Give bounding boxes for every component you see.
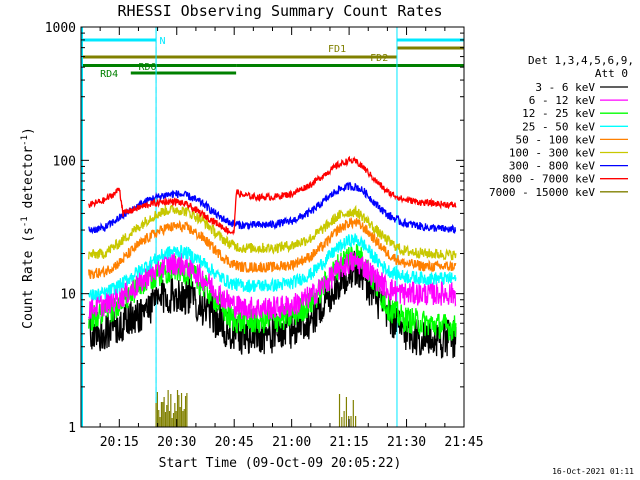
legend-header-line: Det 1,3,4,5,6,9,: [528, 54, 634, 67]
y-tick-label: 10: [60, 288, 76, 303]
legend-label: 50 - 100 keV: [516, 133, 596, 146]
y-tick-label: 1: [68, 421, 76, 436]
y-axis-label-sup: -1: [20, 216, 30, 227]
legend-label: 25 - 50 keV: [522, 120, 595, 133]
status-label: RD4: [100, 69, 118, 80]
series-line: [88, 155, 457, 236]
series-line: [88, 252, 457, 321]
y-tick-label: 100: [53, 154, 76, 169]
series-lines: [88, 155, 457, 427]
x-tick-label: 21:30: [387, 435, 426, 450]
x-tick-label: 21:15: [330, 435, 369, 450]
status-label: FD2: [370, 53, 388, 64]
y-tick-label: 1000: [45, 21, 76, 36]
x-axis-ticks: 20:15 20:30 20:45 21:00 21:15 21:30 21:45: [80, 27, 484, 450]
y-axis-label-part: Count Rate (s: [21, 227, 36, 329]
x-tick-label: 21:45: [444, 435, 483, 450]
legend-label: 300 - 800 keV: [509, 160, 595, 173]
legend-label: 800 - 7000 keV: [502, 173, 595, 186]
series-line: [88, 233, 457, 301]
legend-label: 6 - 12 keV: [529, 94, 596, 107]
y-axis-ticks: 1 10 100 1000: [45, 21, 464, 436]
status-label: FD1: [328, 44, 346, 55]
series-line: [88, 204, 457, 261]
x-tick-label: 20:30: [157, 435, 196, 450]
legend-header-line: Att 0: [595, 67, 628, 80]
legend-label: 7000 - 15000 keV: [489, 186, 595, 199]
y-axis-label-part: ): [21, 127, 36, 135]
status-label: N: [160, 36, 166, 47]
footer-timestamp: 16-Oct-2021 01:11: [552, 467, 634, 476]
series-line: [88, 181, 457, 235]
y-axis-label-sup: -1: [20, 135, 30, 146]
x-axis-label: Start Time (09-Oct-09 20:05:22): [159, 456, 402, 471]
y-axis-label-part: detector: [21, 146, 36, 217]
x-tick-label: 20:15: [100, 435, 139, 450]
y-axis-label: Count Rate (s-1 detector-1): [20, 127, 36, 329]
legend-label: 100 - 300 keV: [509, 147, 595, 160]
chart-title: RHESSI Observing Summary Count Rates: [117, 2, 442, 20]
status-label: RD0: [138, 62, 156, 73]
series-line: [88, 250, 457, 359]
legend-label: 3 - 6 keV: [535, 81, 595, 94]
series-line: [88, 217, 457, 279]
legend-label: 12 - 25 keV: [522, 107, 595, 120]
x-tick-label: 21:00: [272, 435, 311, 450]
x-tick-label: 20:45: [215, 435, 254, 450]
